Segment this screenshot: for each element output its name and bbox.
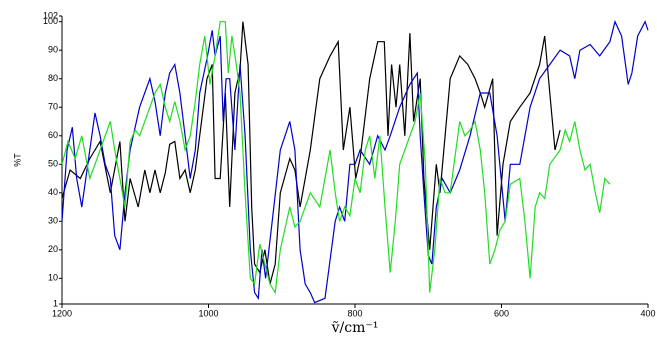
y-tick-label: 90 [48,45,58,55]
x-tick-label: 600 [494,308,509,318]
y-axis-label: %T [12,153,22,167]
x-tick-label: 400 [640,308,655,318]
x-tick-label: 1000 [198,308,218,318]
y-tick-label: 102 [43,10,58,20]
spectrum-line [61,21,611,295]
x-axis-label: ṽ/cm⁻¹ [331,320,379,336]
spectrum-line [61,19,649,304]
y-tick-label: 10 [48,273,58,283]
y-tick-label: 30 [48,216,58,226]
y-tick-label: 20 [48,244,58,254]
spectrum-line [61,21,561,285]
y-tick-label: 50 [48,159,58,169]
y-tick-label: 80 [48,73,58,83]
y-tick-label: 60 [48,130,58,140]
y-tick-label: 100 [43,16,58,26]
y-tick-label: 40 [48,187,58,197]
x-tick-label: 800 [347,308,362,318]
y-tick-label: 1 [53,298,58,308]
x-tick-label: 1200 [52,308,72,318]
y-tick-label: 70 [48,102,58,112]
